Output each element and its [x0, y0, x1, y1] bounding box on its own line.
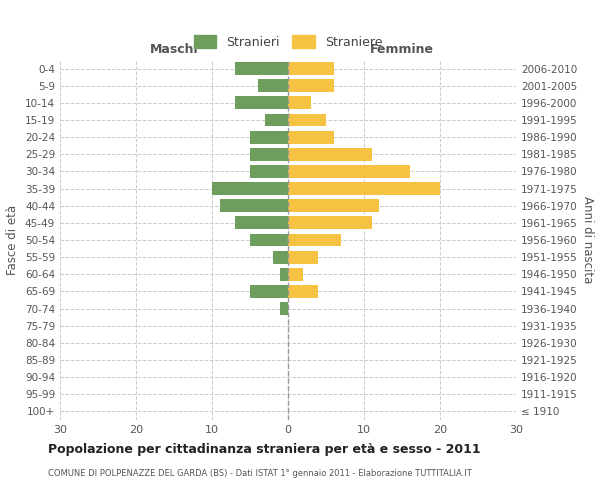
- Bar: [288, 96, 311, 110]
- Y-axis label: Anni di nascita: Anni di nascita: [581, 196, 594, 284]
- Bar: [288, 250, 319, 264]
- Bar: [288, 80, 334, 92]
- Bar: [250, 130, 288, 143]
- Bar: [212, 182, 288, 195]
- Bar: [288, 130, 334, 143]
- Bar: [288, 62, 334, 75]
- Bar: [288, 148, 371, 160]
- Y-axis label: Fasce di età: Fasce di età: [7, 205, 19, 275]
- Bar: [280, 268, 288, 280]
- Bar: [250, 234, 288, 246]
- Bar: [235, 62, 288, 75]
- Bar: [257, 80, 288, 92]
- Text: Femmine: Femmine: [370, 44, 434, 57]
- Bar: [265, 114, 288, 126]
- Bar: [250, 165, 288, 178]
- Text: COMUNE DI POLPENAZZE DEL GARDA (BS) - Dati ISTAT 1° gennaio 2011 - Elaborazione : COMUNE DI POLPENAZZE DEL GARDA (BS) - Da…: [48, 468, 472, 477]
- Bar: [288, 200, 379, 212]
- Bar: [220, 200, 288, 212]
- Bar: [288, 285, 319, 298]
- Bar: [288, 165, 410, 178]
- Bar: [235, 96, 288, 110]
- Text: Popolazione per cittadinanza straniera per età e sesso - 2011: Popolazione per cittadinanza straniera p…: [48, 442, 481, 456]
- Bar: [288, 182, 440, 195]
- Text: Maschi: Maschi: [149, 44, 199, 57]
- Bar: [288, 114, 326, 126]
- Bar: [250, 148, 288, 160]
- Bar: [288, 216, 371, 230]
- Legend: Stranieri, Straniere: Stranieri, Straniere: [189, 30, 387, 54]
- Bar: [280, 302, 288, 315]
- Bar: [250, 285, 288, 298]
- Bar: [235, 216, 288, 230]
- Bar: [288, 268, 303, 280]
- Bar: [288, 234, 341, 246]
- Bar: [273, 250, 288, 264]
